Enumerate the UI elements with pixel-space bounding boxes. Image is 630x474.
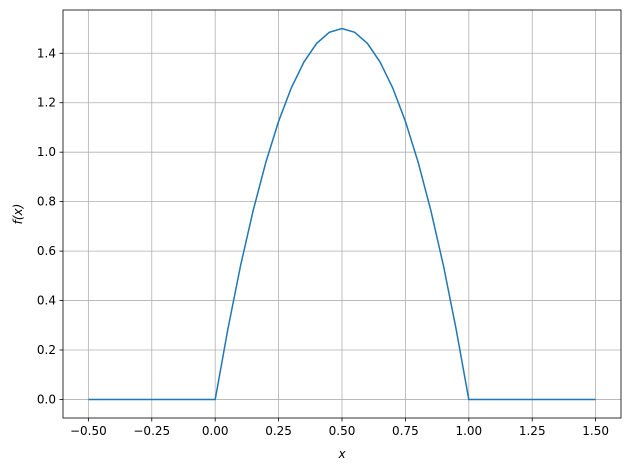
y-tick-label: 0.2 xyxy=(37,343,56,357)
series-line xyxy=(88,27,596,401)
y-tick-label: 0.8 xyxy=(37,195,56,209)
x-tick-label: 0.50 xyxy=(329,424,356,438)
y-tick-label: 1.4 xyxy=(37,46,56,60)
x-tick-label: 0.25 xyxy=(265,424,292,438)
y-tick-label: 1.0 xyxy=(37,145,56,159)
grid xyxy=(63,10,621,418)
y-tick-label: 0.4 xyxy=(37,294,56,308)
x-tick-label: 1.25 xyxy=(519,424,546,438)
y-tick-label: 0.0 xyxy=(37,392,56,406)
x-tick-label: −0.50 xyxy=(70,424,107,438)
x-tick-label: 1.50 xyxy=(582,424,609,438)
axes-frame xyxy=(62,9,622,419)
x-tick-label: −0.25 xyxy=(133,424,170,438)
x-tick-label: 1.00 xyxy=(455,424,482,438)
y-axis-label: f(x) xyxy=(11,204,25,225)
x-axis-label: x xyxy=(337,447,346,461)
x-tick-label: 0.75 xyxy=(392,424,419,438)
ticks: −0.50 −0.25 0.00 0.25 0.50 0.75 1.00 1.25 1.50 0.… xyxy=(37,46,609,438)
x-tick-label: 0.00 xyxy=(202,424,229,438)
y-tick-label: 0.6 xyxy=(37,244,56,258)
y-tick-label: 1.2 xyxy=(37,96,56,110)
